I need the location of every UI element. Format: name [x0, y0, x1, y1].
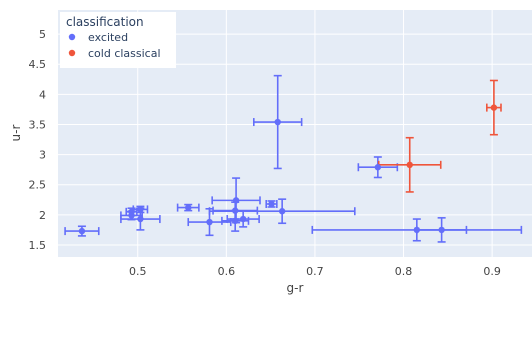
legend-title: classification — [66, 15, 144, 29]
x-tick-labels: 0.5 0.6 0.7 0.8 0.9 — [129, 265, 501, 278]
data-point[interactable] — [231, 207, 239, 214]
legend[interactable]: classification excited cold classical — [60, 12, 176, 68]
data-point[interactable] — [490, 104, 498, 111]
x-tick-label: 0.6 — [218, 265, 236, 278]
data-point[interactable] — [268, 200, 275, 208]
data-point[interactable] — [406, 161, 413, 169]
data-point[interactable] — [206, 218, 213, 226]
x-tick-label: 0.9 — [483, 265, 501, 278]
data-point[interactable] — [128, 212, 135, 219]
x-tick-label: 0.7 — [306, 265, 324, 278]
x-tick-label: 0.8 — [395, 265, 413, 278]
y-tick-label: 2 — [39, 209, 46, 222]
data-point[interactable] — [231, 217, 239, 225]
y-tick-label: 1.5 — [29, 239, 47, 252]
data-point[interactable] — [413, 226, 421, 234]
y-tick-label: 4 — [39, 88, 46, 101]
data-point[interactable] — [137, 215, 144, 223]
legend-box — [60, 12, 176, 68]
y-tick-label: 5 — [39, 28, 46, 41]
y-tick-labels: 1.5 2 2.5 3 3.5 4 4.5 5 — [29, 28, 47, 252]
data-points — [78, 104, 498, 235]
grid-lines — [58, 10, 532, 257]
legend-marker — [68, 33, 76, 41]
data-point[interactable] — [239, 215, 247, 223]
y-tick-label: 4.5 — [29, 58, 47, 71]
y-tick-label: 2.5 — [29, 179, 47, 192]
legend-item-label[interactable]: excited — [88, 31, 128, 44]
y-tick-label: 3 — [39, 149, 46, 162]
data-point[interactable] — [274, 118, 281, 126]
data-point[interactable] — [137, 206, 144, 213]
x-axis-title: g-r — [287, 281, 304, 295]
legend-item-label[interactable]: cold classical — [88, 47, 161, 60]
data-point[interactable] — [374, 164, 382, 171]
data-point[interactable] — [232, 197, 240, 204]
y-tick-label: 3.5 — [29, 118, 47, 131]
data-point[interactable] — [78, 227, 86, 235]
data-point[interactable] — [278, 208, 286, 215]
data-point[interactable] — [185, 204, 192, 211]
legend-marker — [68, 49, 76, 57]
y-axis-title: u-r — [9, 125, 23, 142]
x-tick-label: 0.5 — [129, 265, 147, 278]
data-point[interactable] — [438, 226, 445, 234]
